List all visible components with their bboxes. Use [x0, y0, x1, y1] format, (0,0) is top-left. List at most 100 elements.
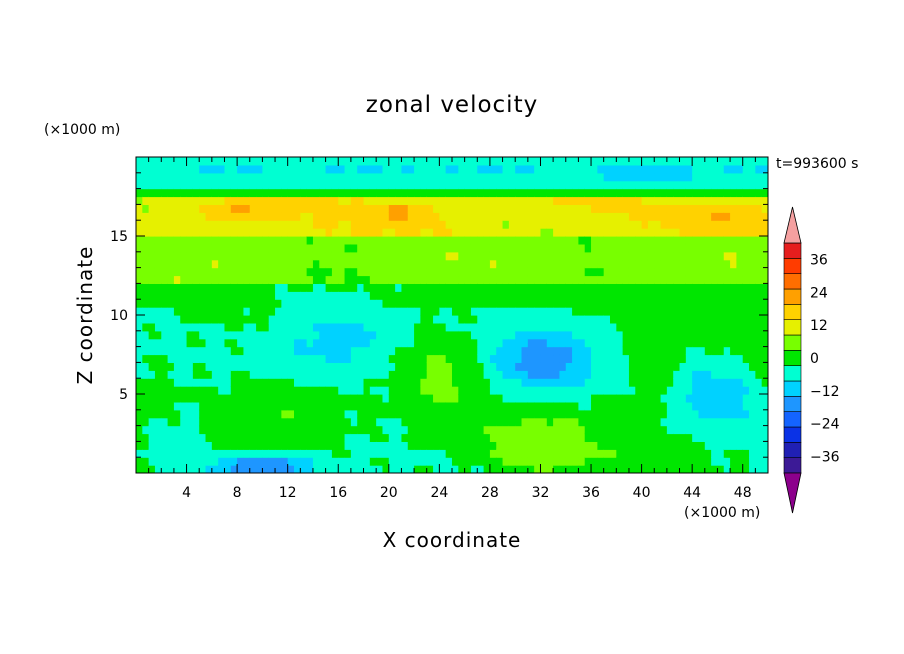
field-cell	[338, 425, 346, 435]
field-cell	[527, 188, 535, 198]
field-cell	[205, 322, 213, 332]
field-cell	[489, 196, 497, 205]
field-cell	[186, 180, 194, 190]
field-cell	[452, 394, 459, 403]
field-cell	[426, 172, 434, 182]
field-cell	[268, 204, 276, 213]
field-cell	[553, 386, 561, 395]
field-cell	[300, 465, 308, 473]
field-cell	[458, 267, 466, 277]
field-cell	[502, 196, 510, 205]
field-cell	[369, 188, 377, 198]
field-cell	[192, 259, 200, 269]
field-cell	[369, 172, 377, 182]
field-cell	[660, 251, 668, 261]
field-cell	[673, 220, 681, 229]
field-cell	[723, 188, 731, 198]
field-cell	[572, 386, 579, 395]
field-cell	[584, 157, 592, 166]
field-cell	[458, 228, 466, 237]
field-cell	[673, 315, 681, 324]
field-cell	[173, 401, 181, 411]
field-cell	[199, 409, 207, 419]
field-cell	[610, 259, 617, 269]
field-cell	[192, 275, 200, 284]
field-cell	[742, 346, 750, 356]
field-cell	[382, 299, 390, 308]
field-cell	[268, 299, 276, 308]
field-cell	[357, 433, 365, 442]
field-cell	[344, 315, 352, 324]
field-cell	[173, 157, 181, 166]
field-cell	[610, 449, 617, 458]
field-cell	[439, 291, 447, 300]
field-cell	[148, 441, 156, 450]
colorbar-tick-label: −24	[810, 417, 840, 433]
field-cell	[477, 291, 485, 300]
field-cell	[237, 417, 245, 427]
field-cell	[698, 243, 706, 253]
field-cell	[331, 267, 339, 277]
field-cell	[515, 362, 523, 371]
field-cell	[508, 228, 516, 237]
field-cell	[154, 157, 162, 166]
field-cell	[723, 417, 731, 427]
field-cell	[388, 283, 396, 292]
field-cell	[717, 259, 725, 269]
field-cell	[161, 425, 169, 435]
field-cell	[755, 228, 763, 237]
field-cell	[294, 386, 301, 395]
field-cell	[572, 346, 579, 356]
chart-title: zonal velocity	[366, 92, 538, 118]
field-cell	[338, 275, 346, 284]
field-cell	[262, 291, 270, 300]
field-cell	[369, 267, 377, 277]
field-cell	[749, 322, 756, 332]
field-cell	[136, 259, 143, 269]
field-cell	[616, 164, 624, 174]
field-cell	[205, 354, 213, 363]
field-cell	[452, 441, 459, 450]
field-cell	[622, 386, 630, 395]
field-cell	[452, 386, 459, 395]
field-cell	[186, 378, 194, 387]
field-cell	[654, 401, 662, 411]
field-cell	[730, 441, 737, 450]
field-cell	[426, 267, 434, 277]
field-cell	[401, 401, 409, 411]
field-cell	[628, 228, 636, 237]
field-cell	[275, 315, 282, 324]
field-cell	[578, 346, 586, 356]
field-cell	[136, 338, 143, 348]
field-cell	[635, 164, 643, 174]
field-cell	[319, 449, 327, 458]
field-cell	[742, 299, 750, 308]
field-cell	[470, 409, 478, 419]
field-cell	[338, 386, 346, 395]
field-cell	[230, 322, 238, 332]
field-cell	[654, 425, 662, 435]
field-cell	[730, 196, 737, 205]
field-cell	[142, 172, 150, 182]
field-cell	[262, 164, 270, 174]
field-cell	[540, 283, 548, 292]
field-cell	[433, 370, 440, 379]
field-cell	[294, 275, 301, 284]
field-cell	[161, 378, 169, 387]
field-cell	[622, 212, 630, 221]
field-cell	[306, 243, 314, 253]
field-cell	[673, 378, 681, 387]
field-cell	[515, 220, 523, 229]
field-cell	[199, 433, 207, 442]
field-cell	[211, 220, 219, 229]
field-cell	[761, 449, 768, 458]
field-cell	[508, 417, 516, 427]
field-cell	[350, 259, 358, 269]
field-cell	[584, 417, 592, 427]
field-cell	[502, 433, 510, 442]
field-cell	[407, 338, 415, 348]
field-cell	[711, 259, 719, 269]
field-cell	[369, 330, 377, 340]
field-cell	[388, 409, 396, 419]
field-cell	[136, 457, 143, 466]
